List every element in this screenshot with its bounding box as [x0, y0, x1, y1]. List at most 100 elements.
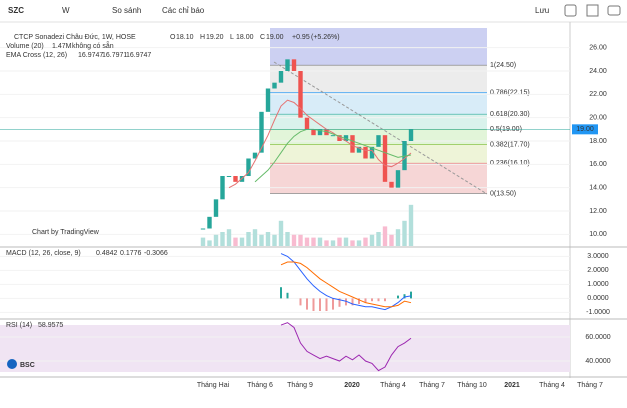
candle: [324, 129, 329, 136]
volume-bar: [363, 237, 368, 246]
symbol[interactable]: SZC: [8, 6, 24, 15]
logo-icon: [7, 359, 17, 369]
volume-bar: [395, 229, 401, 246]
volume-last: 1.47M: [52, 43, 72, 50]
time-label: Tháng 9: [287, 382, 313, 389]
y-tick-label: -1.0000: [586, 309, 610, 316]
candle: [343, 135, 349, 141]
ohlc-value: 18.00: [236, 34, 254, 41]
current-price-label: 19.00: [576, 126, 594, 133]
indicator-line: [280, 253, 412, 311]
change-pct: (+5.26%): [311, 34, 340, 41]
y-tick-label: 16.00: [589, 161, 607, 168]
candle: [291, 59, 297, 71]
ohlc-name: C: [260, 34, 265, 41]
candle: [233, 176, 238, 182]
macd-histogram: [319, 298, 321, 311]
ohlc-name: H: [200, 34, 205, 41]
volume-bar: [402, 220, 407, 246]
y-tick-label: 18.00: [589, 138, 607, 145]
volume-bar: [337, 237, 342, 246]
candle: [389, 181, 394, 188]
macd-histogram: [332, 298, 334, 310]
logo: BSC: [20, 362, 35, 369]
settings-button[interactable]: [564, 4, 577, 17]
fib-band: [270, 92, 487, 115]
time-label: 2020: [344, 382, 360, 389]
legend-value: 16.9747: [78, 52, 103, 59]
macd-histogram: [312, 298, 315, 311]
fib-band: [270, 144, 487, 164]
macd-histogram: [345, 298, 347, 306]
candle: [363, 146, 368, 159]
legend-value: 0.4842: [96, 250, 118, 257]
macd-histogram: [371, 298, 373, 302]
y-tick-label: 0.0000: [587, 295, 609, 302]
y-tick-label: 12.00: [589, 208, 607, 215]
current-price-tag: [572, 124, 598, 135]
legend-value: -0.3066: [144, 250, 168, 257]
interval[interactable]: W: [62, 6, 70, 15]
indicator-line: [280, 261, 412, 308]
volume-bar: [356, 240, 362, 246]
y-tick-label: 1.0000: [587, 281, 609, 288]
macd-histogram: [325, 298, 328, 311]
candle: [200, 228, 206, 230]
volume-bar: [246, 232, 251, 246]
indicators[interactable]: Các chỉ báo: [162, 6, 205, 15]
volume-bar: [317, 237, 323, 246]
snapshot-button[interactable]: [607, 5, 621, 16]
candle: [207, 216, 212, 229]
volume-bar: [350, 240, 355, 246]
chart-layer: 1(24.50) 0.786(22.15) 0.618(20.30) 0.5(19.0…: [0, 28, 611, 389]
indicator-line: [280, 322, 412, 372]
fib-label: 0.236(16.10): [490, 160, 530, 167]
candle: [259, 111, 264, 153]
candle: [246, 158, 251, 176]
fib-label: 0.618(20.30): [490, 111, 530, 118]
volume-note: không có sẵn: [72, 41, 114, 50]
time-label: Tháng 7: [577, 382, 603, 389]
watermark[interactable]: Chart by TradingView: [32, 229, 100, 236]
time-label: Tháng 4: [380, 382, 406, 389]
ohlc-name: L: [230, 34, 234, 41]
y-tick-label: 26.00: [589, 45, 607, 52]
volume-bar: [226, 229, 232, 246]
indicator-line: [254, 128, 412, 183]
macd-histogram: [358, 298, 360, 304]
candle: [382, 135, 388, 182]
macd-histogram: [306, 298, 308, 310]
candle: [265, 88, 271, 112]
macd-histogram: [364, 298, 367, 303]
time-label: 2021: [504, 382, 520, 389]
macd-histogram: [377, 298, 380, 302]
volume-bar: [389, 234, 394, 246]
volume-bar: [265, 232, 271, 246]
compare[interactable]: So sánh: [112, 6, 141, 15]
volume-bar: [285, 232, 290, 246]
macd-histogram: [299, 298, 302, 306]
macd-histogram: [410, 291, 412, 299]
candle: [285, 59, 290, 71]
macd-histogram: [351, 298, 354, 306]
candle: [369, 146, 375, 159]
candle: [304, 117, 310, 130]
volume-bar: [408, 204, 414, 246]
save[interactable]: Lưu: [535, 6, 549, 15]
legend-value: 16.9747: [126, 52, 151, 59]
candle: [330, 135, 336, 137]
macd-histogram: [403, 294, 406, 299]
candle: [272, 82, 277, 89]
ohlc-name: O: [170, 34, 176, 41]
rsi-band: [0, 325, 570, 372]
y-tick-label: 2.0000: [587, 267, 609, 274]
candle: [337, 135, 342, 141]
macd-histogram: [397, 295, 399, 299]
fib-label: 0.5(19.00): [490, 126, 522, 133]
volume-bar: [330, 240, 336, 246]
volume-bar: [324, 240, 329, 246]
candle: [350, 135, 355, 153]
volume-bar: [220, 232, 225, 246]
fullscreen-button[interactable]: [586, 4, 599, 17]
